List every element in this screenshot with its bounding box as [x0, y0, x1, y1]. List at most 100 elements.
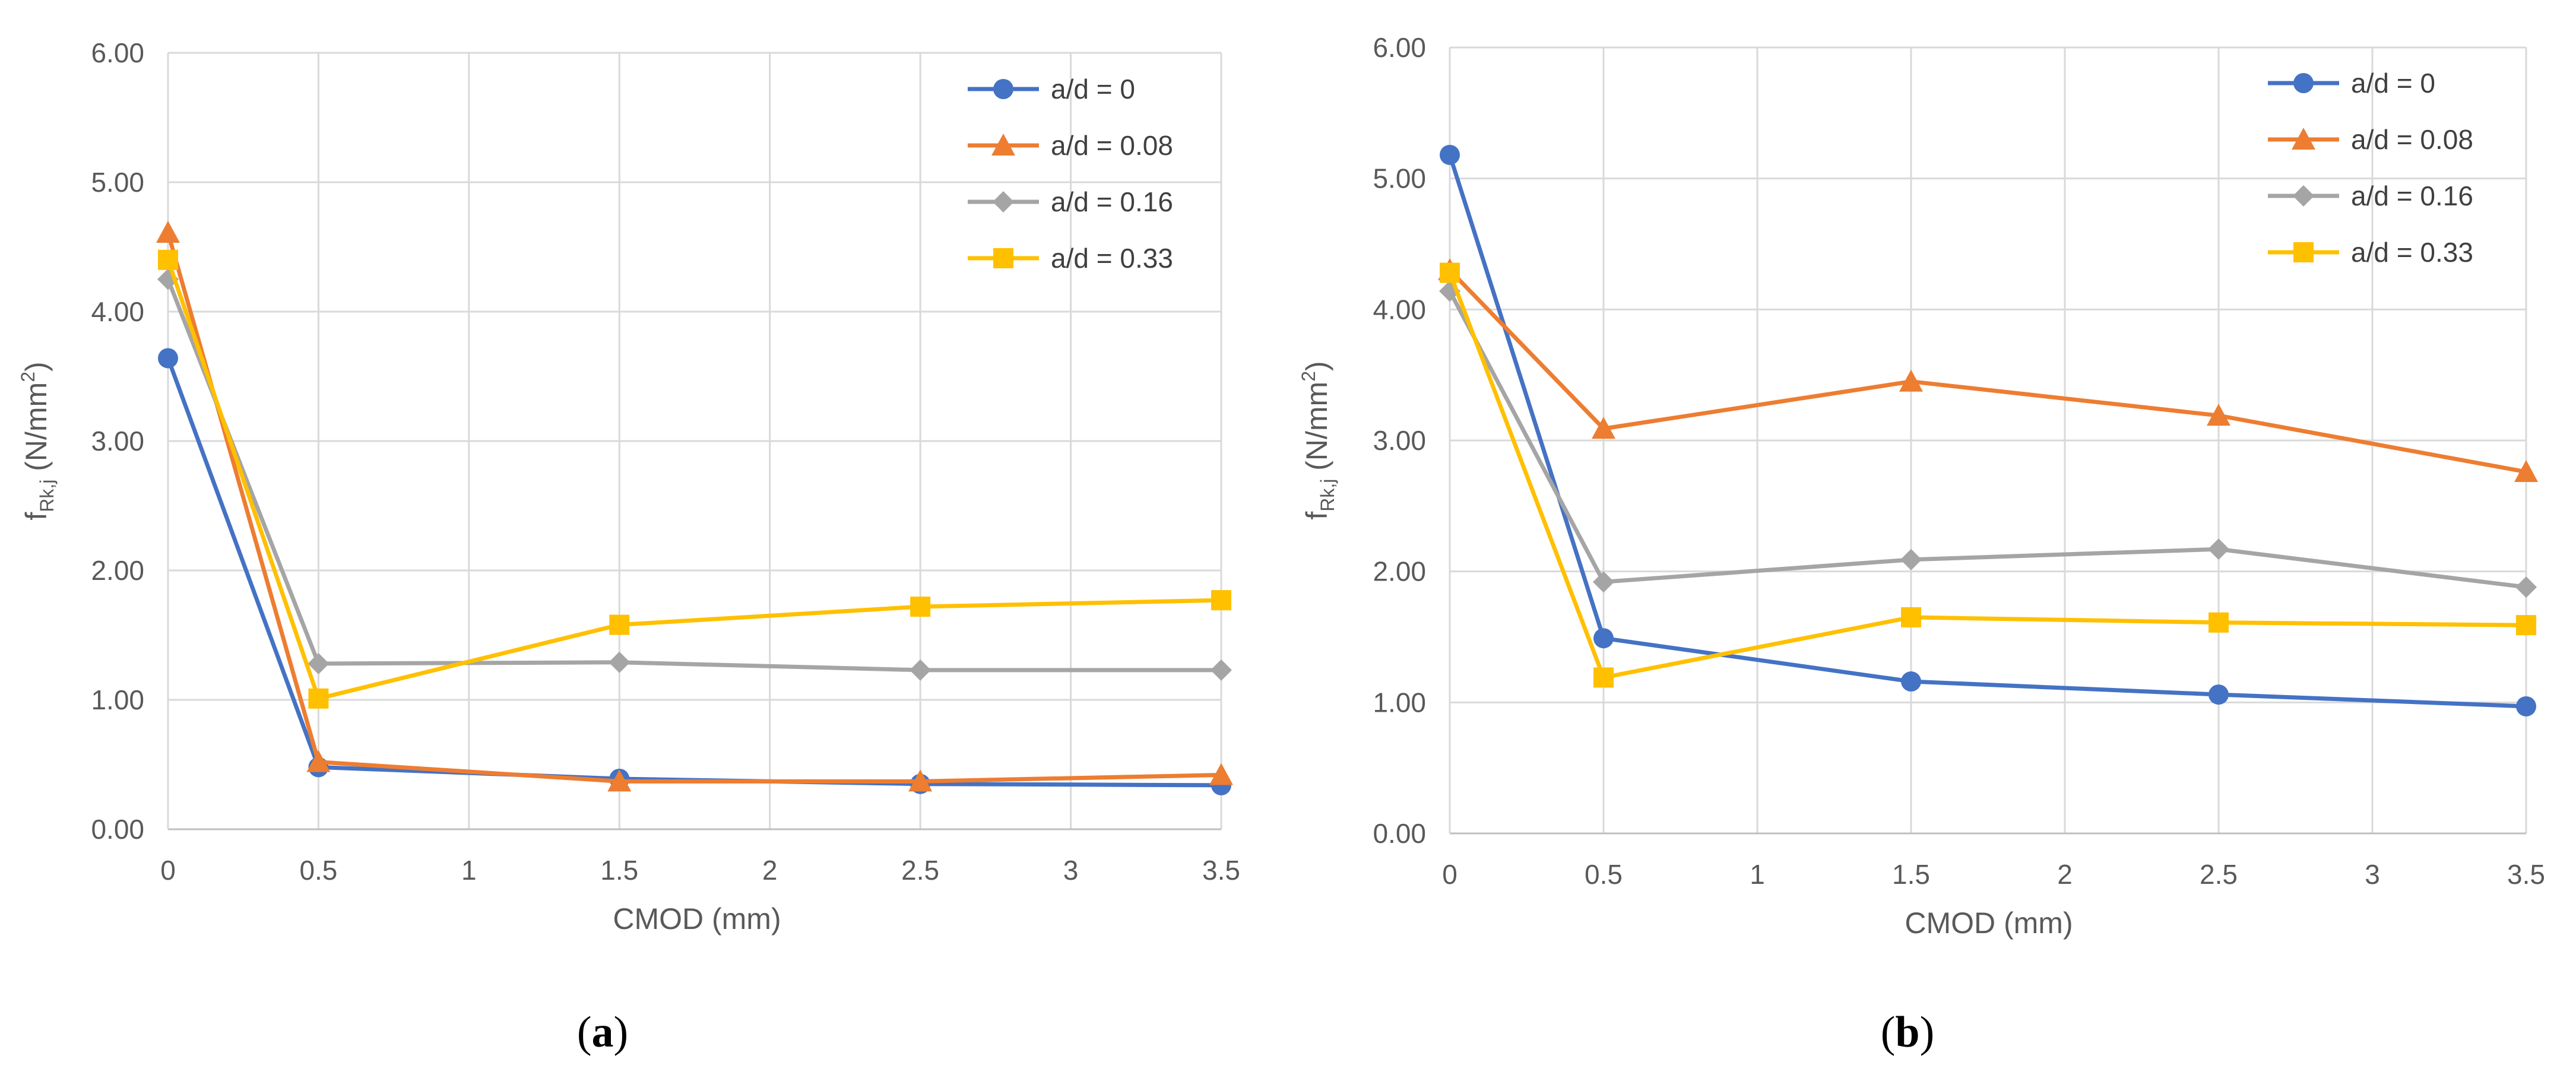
caption-close: )	[1920, 1008, 1935, 1057]
y-axis-title-superscript: 2	[1298, 371, 1319, 382]
caption-letter: a	[592, 1008, 614, 1057]
y-tick-label: 3.00	[1373, 425, 1426, 456]
data-point	[306, 750, 331, 772]
y-axis-title-close: )	[20, 361, 53, 372]
legend-label: a/d = 0	[2351, 68, 2435, 99]
legend-marker	[993, 248, 1013, 268]
x-axis-title: CMOD (mm)	[1905, 906, 2073, 940]
legend-label: a/d = 0	[1051, 74, 1135, 104]
data-point	[1211, 590, 1231, 611]
data-point	[2514, 459, 2538, 482]
x-tick-label: 0	[160, 855, 176, 886]
data-point	[1440, 262, 1460, 283]
legend-label: a/d = 0.16	[2351, 180, 2473, 211]
y-tick-label: 2.00	[1373, 556, 1426, 587]
legend-entry: a/d = 0.33	[2268, 237, 2473, 268]
series-3	[1440, 262, 2536, 688]
data-point	[1593, 667, 1614, 688]
data-point	[1209, 763, 1233, 785]
y-tick-label: 1.00	[1373, 687, 1426, 718]
x-tick-label: 3	[1063, 855, 1079, 886]
y-tick-label: 1.00	[91, 684, 144, 715]
legend-entry: a/d = 0.16	[968, 186, 1173, 217]
chart-a: 0.00 1.00 2.00 3.00 4.00 5.00 6.00 0 0.5 1 1.5 2 2.5…	[17, 37, 1240, 1057]
caption-letter: b	[1895, 1008, 1919, 1057]
data-point	[609, 651, 630, 673]
y-axis-title-superscript: 2	[17, 372, 39, 382]
legend-entry: a/d = 0.33	[968, 243, 1173, 274]
x-tick-label: 1	[1750, 859, 1765, 890]
panel-caption: (a)	[577, 1008, 628, 1057]
x-axis-title: CMOD (mm)	[613, 902, 781, 936]
y-axis-title-main: f	[1300, 512, 1333, 520]
y-axis-title: fRk,j (N/mm2)	[1298, 361, 1338, 519]
data-point	[158, 348, 178, 369]
panel-caption: (b)	[1881, 1008, 1934, 1057]
x-tick-label: 2.5	[901, 855, 939, 886]
legend-entry: a/d = 0	[968, 74, 1135, 104]
x-tick-label: 1.5	[600, 855, 638, 886]
data-point	[1901, 671, 1921, 692]
series-2	[157, 268, 1232, 681]
legend-label: a/d = 0.33	[2351, 237, 2473, 268]
data-point	[308, 688, 329, 709]
data-point	[1593, 628, 1614, 649]
y-tick-label: 4.00	[91, 296, 144, 327]
x-tick-label: 2.5	[2200, 859, 2238, 890]
legend-entry: a/d = 0	[2268, 68, 2435, 99]
y-axis-title-close: )	[1300, 361, 1333, 371]
data-point	[158, 249, 178, 270]
data-point	[1901, 607, 1921, 627]
caption-open: (	[577, 1008, 592, 1057]
legend-entry: a/d = 0.08	[2268, 124, 2473, 155]
chart-b: 0.00 1.00 2.00 3.00 4.00 5.00 6.00 0 0.5 1 1.5 2 2.5…	[1298, 32, 2545, 1057]
data-point	[910, 659, 931, 681]
legend-label: a/d = 0.33	[1051, 243, 1173, 274]
y-tick-label: 6.00	[1373, 32, 1426, 63]
legend-marker	[993, 79, 1013, 99]
data-point	[2515, 576, 2537, 598]
data-point	[2516, 696, 2536, 716]
x-tick-label: 1	[461, 855, 477, 886]
y-axis-title-unit: (N/mm	[1300, 382, 1333, 479]
y-axis-title-unit: (N/mm	[20, 382, 53, 480]
y-tick-label: 3.00	[91, 426, 144, 456]
data-point	[1440, 144, 1460, 165]
y-tick-label: 0.00	[1373, 818, 1426, 849]
data-point	[2208, 538, 2229, 560]
data-point	[910, 597, 931, 617]
y-axis-title-subscript: Rk,j	[36, 480, 58, 512]
legend-label: a/d = 0.08	[2351, 124, 2473, 155]
x-tick-label: 3	[2365, 859, 2380, 890]
x-tick-label: 0.5	[1585, 859, 1623, 890]
x-tick-label: 2	[762, 855, 778, 886]
data-point	[2207, 404, 2230, 426]
series-0	[1440, 144, 2536, 716]
legend-marker	[991, 134, 1015, 156]
y-tick-label: 4.00	[1373, 294, 1426, 325]
y-tick-label: 2.00	[91, 555, 144, 586]
data-point	[1211, 659, 1232, 681]
legend-entry: a/d = 0.16	[2268, 180, 2473, 211]
data-point	[2209, 612, 2229, 633]
data-point	[908, 769, 933, 792]
caption-open: (	[1881, 1008, 1896, 1057]
legend-marker	[2293, 73, 2314, 93]
data-point	[1900, 548, 1922, 570]
data-point	[607, 769, 632, 792]
data-point	[156, 221, 180, 243]
y-axis-title-subscript: Rk,j	[1317, 479, 1338, 512]
legend-entry: a/d = 0.08	[968, 130, 1173, 161]
data-point	[2209, 684, 2229, 705]
legend-label: a/d = 0.16	[1051, 186, 1173, 217]
x-tick-label: 0.5	[299, 855, 337, 886]
x-tick-label: 2	[2057, 859, 2073, 890]
x-tick-label: 3.5	[2507, 859, 2545, 890]
data-point	[308, 652, 329, 674]
legend-marker	[993, 191, 1014, 213]
data-point	[609, 614, 630, 635]
legend-marker	[2292, 128, 2315, 150]
data-point	[1593, 571, 1614, 593]
y-tick-label: 6.00	[91, 37, 144, 68]
